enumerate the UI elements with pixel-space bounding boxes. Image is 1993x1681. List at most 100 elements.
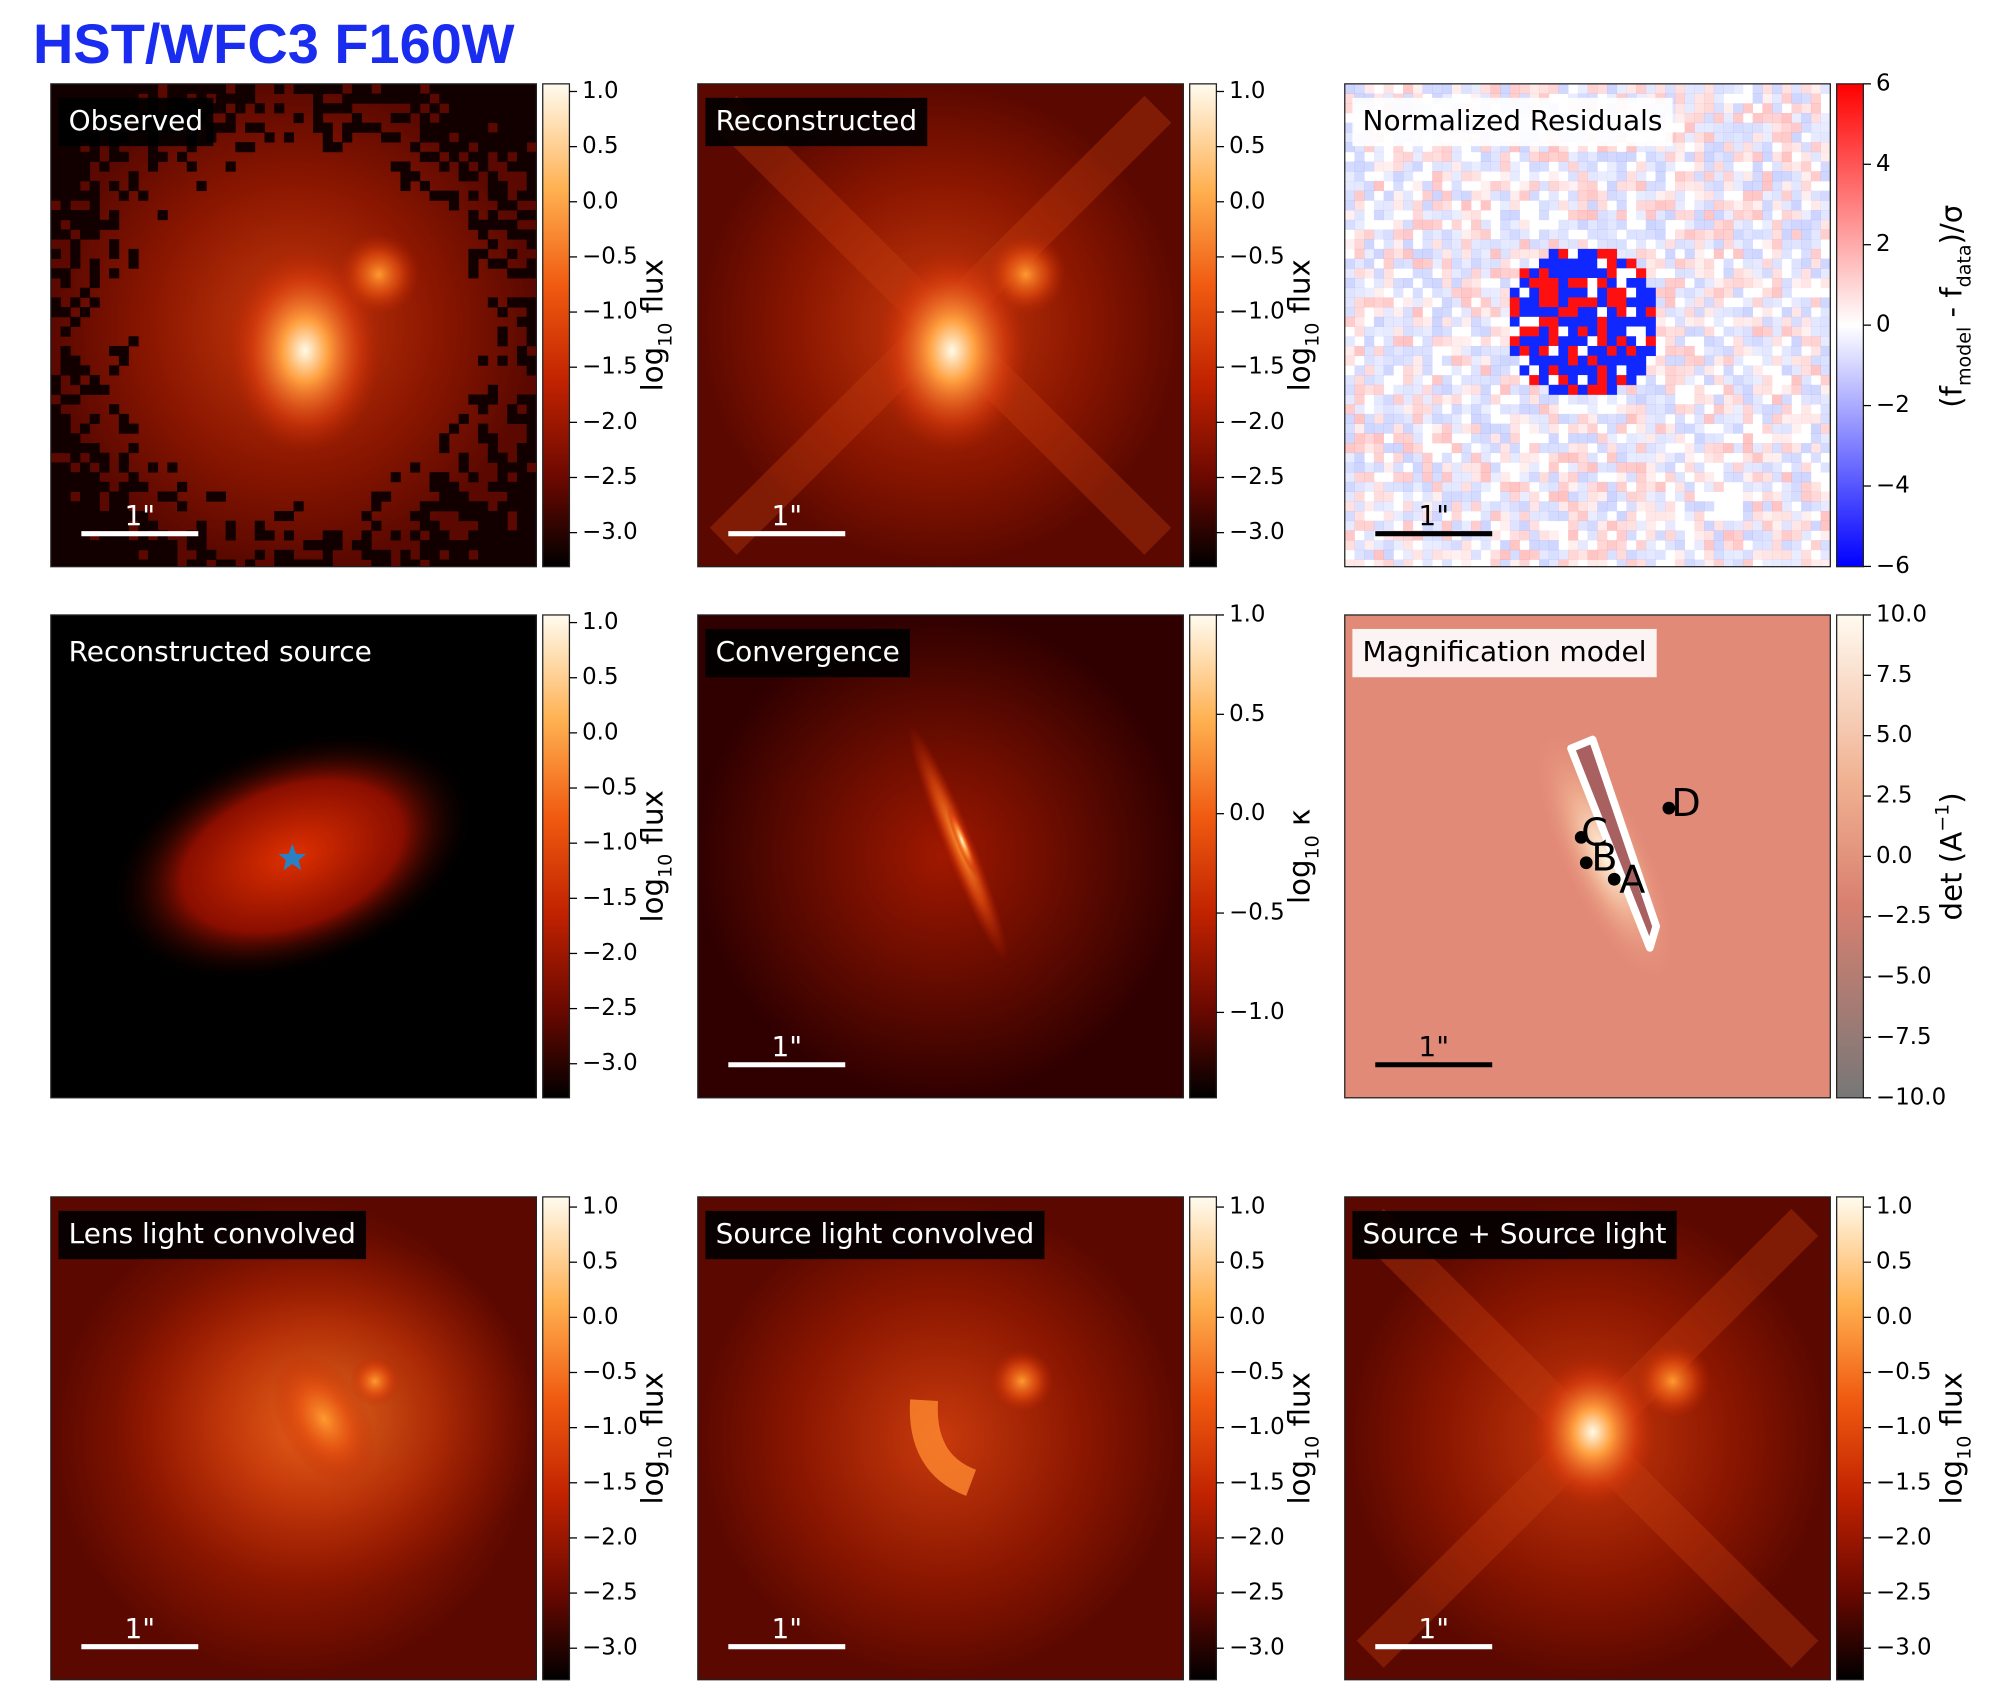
pixel (1626, 365, 1636, 375)
pixel (70, 511, 80, 521)
pixel (1704, 191, 1714, 201)
pixel (1374, 307, 1384, 317)
pixel (1471, 462, 1481, 472)
pixel (1636, 346, 1646, 356)
pixel (1646, 521, 1656, 531)
pixel (1617, 307, 1627, 317)
pixel (1685, 365, 1695, 375)
pixel (1461, 550, 1471, 560)
pixel (1617, 550, 1627, 560)
pixel (1636, 443, 1646, 453)
pixel (1588, 268, 1598, 278)
pixel (1782, 142, 1792, 152)
pixel (527, 492, 537, 502)
pixel (1675, 375, 1685, 385)
pixel (1374, 356, 1384, 366)
pixel (1529, 191, 1539, 201)
colorbar-tick-label: −1.5 (582, 1469, 638, 1495)
pixel (1539, 501, 1549, 511)
pixel (1821, 414, 1831, 424)
pixel (1646, 492, 1656, 502)
pixel (1481, 443, 1491, 453)
pixel (1413, 385, 1423, 395)
pixel (1607, 394, 1617, 404)
pixel (1714, 307, 1724, 317)
pixel (1675, 336, 1685, 346)
pixel (1345, 385, 1355, 395)
pixel (1607, 278, 1617, 288)
pixel (129, 482, 139, 492)
pixel (459, 492, 469, 502)
pixel (1753, 462, 1763, 472)
pixel (1646, 191, 1656, 201)
pixel (1801, 239, 1811, 249)
pixel (1500, 288, 1510, 298)
pixel (90, 453, 100, 463)
pixel (1723, 268, 1733, 278)
pixel (1656, 239, 1666, 249)
pixel (1685, 288, 1695, 298)
pixel (1481, 540, 1491, 550)
pixel (61, 501, 71, 511)
pixel (1500, 443, 1510, 453)
colorbar-label-part: flux (636, 1372, 670, 1436)
colorbar-tick-label: −2.5 (582, 464, 638, 490)
pixel (507, 482, 517, 492)
pixel (1723, 521, 1733, 531)
pixel (1791, 307, 1801, 317)
pixel (1403, 365, 1413, 375)
pixel (459, 123, 469, 133)
colorbar-tick-label: −10.0 (1876, 1084, 1946, 1110)
pixel (1743, 375, 1753, 385)
pixel (1801, 394, 1811, 404)
pixel (498, 472, 508, 482)
pixel (1685, 560, 1695, 570)
pixel (1665, 191, 1675, 201)
pixel (1733, 394, 1743, 404)
pixel (1442, 268, 1452, 278)
pixel (1801, 103, 1811, 113)
pixel (1636, 336, 1646, 346)
pixel (1529, 84, 1539, 94)
pixel (420, 181, 430, 191)
pixel (507, 220, 517, 230)
pixel (1723, 307, 1733, 317)
pixel (478, 142, 488, 152)
pixel (1520, 268, 1530, 278)
pixel (1753, 200, 1763, 210)
pixel (1772, 239, 1782, 249)
pixel (1588, 84, 1598, 94)
pixel (1345, 307, 1355, 317)
pixel (1452, 424, 1462, 434)
pixel (1442, 317, 1452, 327)
pixel (1636, 385, 1646, 395)
pixel (109, 268, 119, 278)
pixel (51, 84, 61, 94)
pixel (1636, 288, 1646, 298)
pixel (1656, 210, 1666, 220)
pixel (1529, 375, 1539, 385)
pixel (1490, 239, 1500, 249)
pixel (1704, 356, 1714, 366)
pixel (1442, 385, 1452, 395)
pixel (1354, 346, 1364, 356)
pixel (1510, 297, 1520, 307)
pixel (449, 142, 459, 152)
pixel (1481, 356, 1491, 366)
colorbar-label-part: det (A (1935, 832, 1969, 921)
pixel (1636, 268, 1646, 278)
pixel (90, 385, 100, 395)
pixel (255, 530, 265, 540)
pixel (1656, 530, 1666, 540)
pixel (439, 501, 449, 511)
pixel (420, 501, 430, 511)
pixel (1452, 171, 1462, 181)
colorbar-tick-label: −3.0 (582, 1635, 638, 1661)
colorbar-tick-label: 1.0 (582, 78, 618, 104)
pixel (80, 365, 90, 375)
pixel (1393, 462, 1403, 472)
pixel (1694, 433, 1704, 443)
pixel (1539, 530, 1549, 540)
pixel (323, 123, 333, 133)
pixel (1821, 462, 1831, 472)
